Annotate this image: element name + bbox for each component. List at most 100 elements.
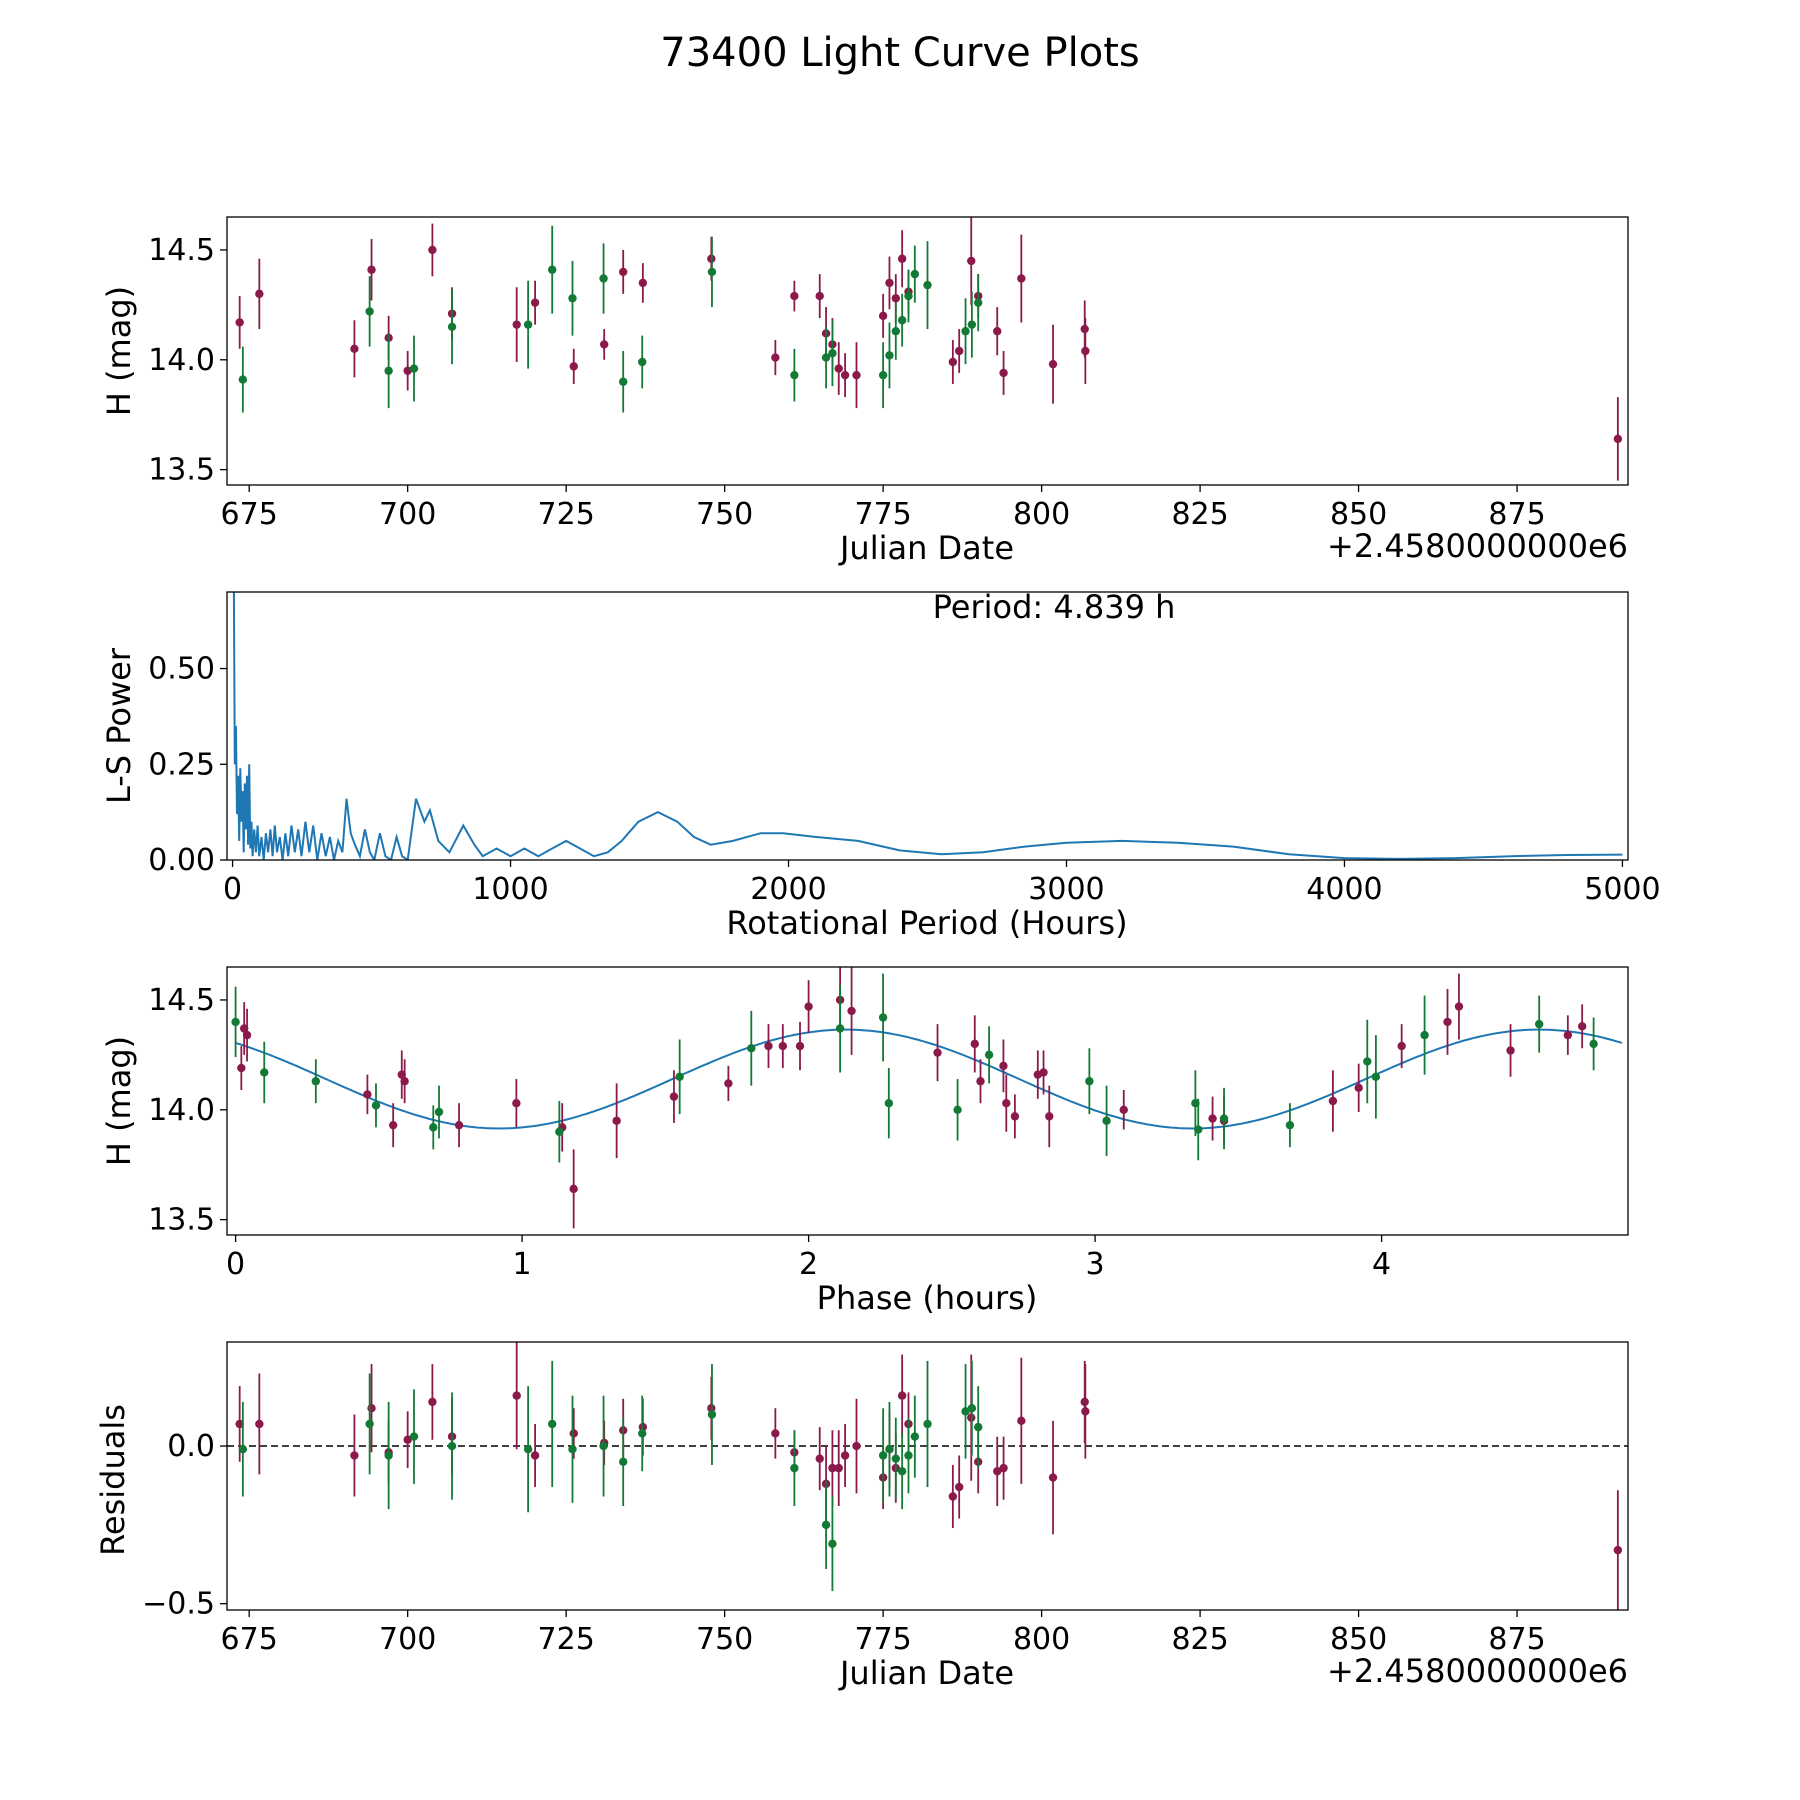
light-curve-point [409,364,419,373]
light-curve-ylabel: H (mag) [100,286,138,416]
light-curve-point [707,267,717,277]
light-curve-ytick-label: 13.5 [148,453,215,488]
phase-point [1506,1046,1515,1055]
residuals-point [409,1432,419,1441]
residuals-point [599,1441,608,1451]
light-curve-xtick-label: 850 [1330,497,1387,532]
phase-marks [231,967,1623,1229]
phase-point [847,1006,856,1016]
light-curve-point [967,256,976,266]
light-curve-point [999,368,1008,378]
light-curve-point [619,377,628,386]
phase-point [747,1044,756,1053]
light-curve-frame [226,216,1629,486]
residuals-point [569,1429,578,1438]
light-curve-point [367,265,376,274]
phase-point [933,1048,942,1057]
phase-point [1002,1098,1011,1108]
phase-point [1010,1112,1020,1121]
periodogram-xtick-label: 4000 [1306,872,1382,907]
residuals-point [923,1419,932,1429]
light-curve-point [897,254,907,263]
residuals-point [815,1454,824,1463]
phase-point [1363,1057,1372,1066]
light-curve-point [954,346,964,356]
light-curve-point [568,294,577,303]
residuals-point [967,1404,977,1413]
residuals-point [878,1451,888,1460]
residuals-point [1017,1416,1026,1426]
residuals-point [365,1419,374,1429]
residuals-xtick-label: 875 [1488,1622,1545,1657]
residuals-point [999,1463,1008,1473]
light-curve-point [548,265,557,274]
residuals-marks [227,1342,1628,1610]
residuals-point [523,1445,533,1454]
light-curve-panel: 675 700 725 750 775 800 825 850 87513.514.014.5 … [100,216,1629,567]
light-curve-point [790,370,799,380]
residuals-point [1048,1473,1058,1482]
periodogram-ticks: 0 1000 2000 3000 4000 5000 0.00 0.25 0.50 [148,652,1660,907]
light-curve-point [569,362,578,371]
phase-point [569,1184,578,1194]
phase-xtick-label: 4 [1372,1247,1391,1282]
light-curve-point [948,357,958,367]
periodogram-xtick-label: 1000 [472,872,548,907]
light-curve-point [771,353,780,362]
phase-point [454,1120,464,1130]
phase-point [1420,1030,1429,1040]
residuals-point [771,1429,780,1438]
residuals-point [828,1539,837,1548]
residuals-xtick-label: 675 [221,1622,278,1657]
residuals-xtick-label: 775 [854,1622,911,1657]
light-curve-point [993,327,1002,336]
phase-model-curve [235,1028,1623,1130]
light-curve-xtick-label: 750 [696,497,753,532]
periodogram-marks [232,592,1623,860]
phase-point [1454,1002,1464,1011]
light-curve-point [235,318,244,327]
residuals-point [568,1445,577,1454]
phase-ylabel: H (mag) [100,1036,138,1166]
residuals-point [530,1451,540,1460]
phase-xtick-label: 3 [1086,1247,1105,1282]
residuals-point [428,1397,437,1407]
residuals-point [993,1467,1002,1476]
phase-point [669,1092,679,1101]
light-curve-xtick-label: 800 [1013,497,1070,532]
phase-ytick-label: 14.5 [148,983,215,1018]
residuals-ytick-label: −0.5 [142,1587,215,1622]
residuals-ylabel: Residuals [94,1404,132,1556]
residuals-point [384,1451,393,1460]
phase-point [1534,1019,1544,1029]
light-curve-point [384,366,393,375]
phase-point [1102,1116,1111,1125]
residuals-xtick-label: 725 [538,1622,595,1657]
light-curve-point [974,298,983,307]
light-curve-point [1081,346,1090,356]
residuals-frame [226,1341,1629,1611]
light-curve-point [910,269,920,279]
residuals-point [1613,1545,1623,1555]
phase-point [1208,1114,1217,1123]
light-curve-point [619,267,628,277]
phase-ytick-label: 14.0 [148,1093,215,1128]
phase-xtick-label: 0 [226,1247,245,1282]
residuals-point [897,1391,907,1400]
periodogram-ytick-label: 0.25 [148,747,215,782]
phase-ytick-label: 13.5 [148,1203,215,1238]
periodogram-xtick-label: 2000 [750,872,826,907]
residuals-point [840,1451,850,1460]
light-curve-ytick-label: 14.0 [148,343,215,378]
phase-point [1285,1120,1295,1130]
residuals-point [904,1451,913,1460]
phase-xlabel: Phase (hours) [817,1279,1038,1317]
residuals-point [852,1441,861,1451]
residuals-point [447,1441,457,1451]
periodogram-ytick-label: 0.50 [148,652,215,687]
light-curve-point [238,375,248,384]
phase-point [1194,1125,1203,1134]
light-curve-ytick-label: 14.5 [148,233,215,268]
phase-point [884,1098,894,1108]
